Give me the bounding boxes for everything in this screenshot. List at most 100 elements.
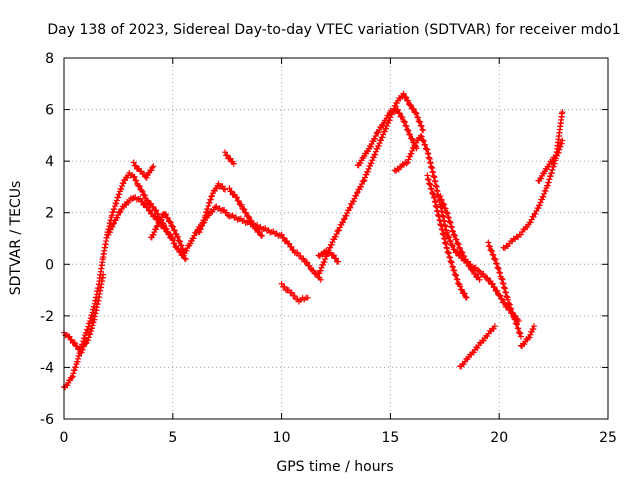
data-point (219, 183, 226, 190)
data-point (454, 276, 461, 283)
data-point (294, 249, 301, 256)
data-point (223, 209, 230, 216)
data-point (358, 183, 365, 190)
data-point (328, 241, 335, 248)
data-point (545, 163, 552, 170)
data-point (310, 267, 317, 274)
series-h (195, 180, 229, 236)
data-point (417, 119, 424, 126)
data-point (288, 243, 295, 250)
data-point (404, 159, 411, 166)
data-point (453, 236, 460, 243)
data-point (208, 192, 215, 199)
data-point (164, 228, 171, 235)
data-point (460, 361, 467, 368)
data-point (412, 142, 419, 149)
data-point (489, 280, 496, 287)
data-point (383, 122, 390, 129)
data-point (505, 300, 512, 307)
data-point (377, 137, 384, 144)
data-point (455, 241, 462, 248)
data-point (361, 177, 368, 184)
data-point (300, 255, 307, 262)
data-point (517, 333, 524, 340)
data-point (213, 185, 220, 192)
data-point (447, 238, 454, 245)
data-point (199, 220, 206, 227)
data-point (526, 334, 533, 341)
data-point (365, 148, 372, 155)
data-point (409, 135, 416, 142)
data-point (113, 200, 120, 207)
series-l (278, 280, 311, 305)
series-s (457, 323, 498, 370)
series-j (226, 185, 266, 239)
data-point (350, 198, 357, 205)
data-point (280, 234, 287, 241)
data-point (139, 198, 146, 205)
data-point (321, 259, 328, 266)
data-point (68, 336, 75, 343)
data-point (71, 340, 78, 347)
data-point (116, 191, 123, 198)
data-point (171, 240, 178, 247)
series-f (148, 210, 187, 255)
data-point (512, 316, 519, 323)
data-point (84, 337, 91, 344)
data-point (531, 323, 538, 330)
data-point (371, 135, 378, 142)
data-point (153, 207, 160, 214)
data-point (514, 321, 521, 328)
series-c (82, 271, 107, 347)
data-point (408, 150, 415, 157)
data-point (113, 197, 120, 204)
data-point (152, 226, 159, 233)
data-point (222, 186, 229, 193)
data-point (170, 223, 177, 230)
series-u (500, 109, 566, 252)
data-point (291, 292, 298, 299)
data-point (536, 202, 543, 209)
data-point (540, 193, 547, 200)
data-point (385, 112, 392, 119)
data-point (508, 309, 515, 316)
data-point (451, 246, 458, 253)
x-tick-label: 25 (599, 430, 617, 446)
data-point (370, 154, 377, 161)
data-point (148, 200, 155, 207)
data-point (514, 325, 521, 332)
series-t (485, 239, 524, 340)
data-point (541, 190, 548, 197)
series-g (180, 203, 285, 257)
data-point (181, 255, 188, 262)
data-point (109, 223, 116, 230)
data-point (476, 268, 483, 275)
data-point (347, 204, 354, 211)
data-point (83, 329, 90, 336)
data-point (516, 329, 523, 336)
data-point (512, 320, 519, 327)
data-point (405, 127, 412, 134)
data-point (164, 215, 171, 222)
data-point (166, 218, 173, 225)
data-point (532, 210, 539, 217)
data-point (443, 229, 450, 236)
data-point (190, 235, 197, 242)
data-point (133, 177, 140, 184)
data-point (511, 316, 518, 323)
data-point (556, 146, 563, 153)
data-point (115, 194, 122, 201)
data-point (111, 206, 118, 213)
data-point (484, 333, 491, 340)
series-r (437, 193, 483, 283)
data-point (196, 229, 203, 236)
data-point (458, 286, 465, 293)
data-point (474, 345, 481, 351)
data-point (110, 221, 117, 228)
data-point (413, 110, 420, 117)
data-point (177, 238, 184, 245)
data-point (281, 283, 288, 290)
data-point (230, 160, 237, 167)
data-point (256, 229, 263, 236)
data-point (524, 224, 531, 231)
